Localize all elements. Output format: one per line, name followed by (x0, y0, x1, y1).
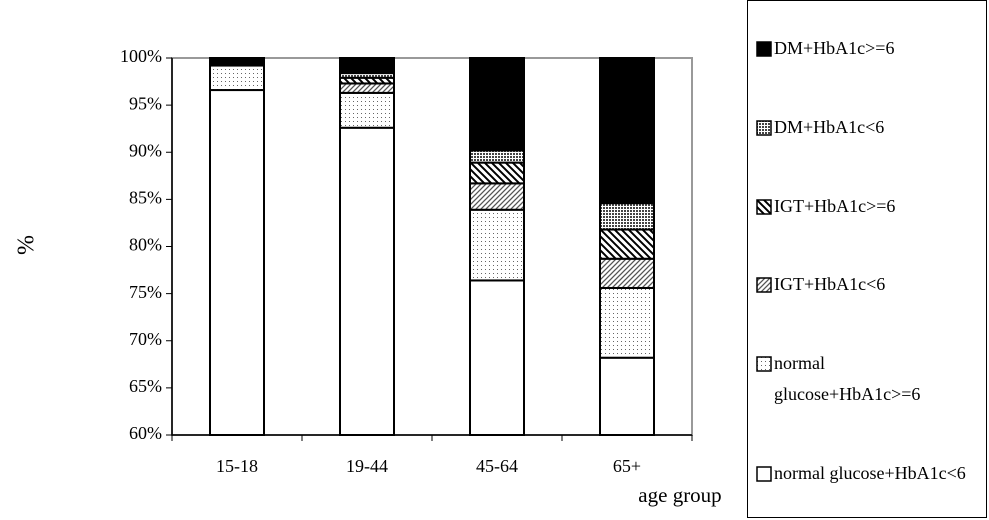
legend-label: IGT+HbA1c>=6 (774, 195, 896, 216)
y-tick-label: 65% (129, 376, 162, 396)
y-tick-label: 100% (120, 46, 162, 66)
legend-swatch (756, 356, 772, 372)
chart: % age group 60% 65% 70% 75% 80% 85% 90% 95% 100%… (14, 46, 722, 507)
legend-entry: DM+HbA1c>=6 (756, 33, 986, 64)
bar-segment (209, 89, 265, 436)
bar-segment (599, 202, 655, 231)
bar-segment (469, 57, 525, 152)
bar-segment (469, 149, 525, 164)
legend-swatch (756, 119, 772, 136)
bar-segment (599, 228, 655, 260)
legend-swatch (756, 198, 772, 215)
y-axis-label: % (14, 235, 40, 255)
x-axis-label: age group (638, 483, 721, 507)
legend-label: normal glucose+HbA1c>=6 (774, 353, 921, 405)
legend-swatch (756, 41, 772, 57)
legend-entry: normal glucose+HbA1c<6 (756, 458, 986, 489)
legend-label: normal glucose+HbA1c<6 (774, 463, 966, 484)
legend-swatch-box (756, 466, 772, 482)
bar-segment (469, 208, 525, 282)
y-tick-label: 75% (129, 282, 162, 302)
legend-label: DM+HbA1c>=6 (774, 37, 895, 58)
legend-swatch-box (756, 356, 772, 372)
x-tick-label: 65+ (613, 456, 641, 476)
bar-segment (339, 57, 395, 75)
legend-swatch-box (756, 41, 772, 57)
bar-segment (209, 57, 265, 64)
bar-segment (339, 126, 395, 437)
bar-segment (339, 82, 395, 94)
legend-label: DM+HbA1c<6 (774, 116, 885, 137)
y-tick-label: 85% (129, 188, 162, 208)
legend-entry: IGT+HbA1c>=6 (756, 191, 986, 222)
bar-segment (599, 286, 655, 359)
y-tick-label: 70% (129, 329, 162, 349)
legend-swatch (756, 277, 772, 294)
y-tick-label: 95% (129, 93, 162, 113)
legend-swatch-box (756, 119, 772, 136)
legend-label: IGT+HbA1c<6 (774, 274, 886, 295)
legend-swatch-box (756, 198, 772, 215)
bar-segment (599, 257, 655, 289)
legend-swatch-box (756, 277, 772, 294)
bar-segment (339, 91, 395, 129)
bar-segment (209, 64, 265, 92)
x-tick-label: 15-18 (216, 456, 258, 476)
legend-swatch (756, 466, 772, 482)
legend-entry: normal glucose+HbA1c>=6 (756, 348, 986, 410)
y-tick-label: 80% (129, 235, 162, 255)
y-tick-label: 90% (129, 140, 162, 160)
bar-segment (599, 57, 655, 205)
x-tick-label: 19-44 (346, 456, 388, 476)
legend-entry: DM+HbA1c<6 (756, 112, 986, 143)
bar-segment (469, 279, 525, 436)
x-tick-label: 45-64 (476, 456, 518, 476)
legend: DM+HbA1c>=6 DM+HbA1c<6 IGT+HbA1c>=6 IGT+HbA… (747, 0, 987, 518)
bar-segment (469, 182, 525, 211)
legend-entry: IGT+HbA1c<6 (756, 269, 986, 300)
bar-segment (469, 161, 525, 185)
bar-segment (599, 356, 655, 436)
y-tick-label: 60% (129, 423, 162, 443)
